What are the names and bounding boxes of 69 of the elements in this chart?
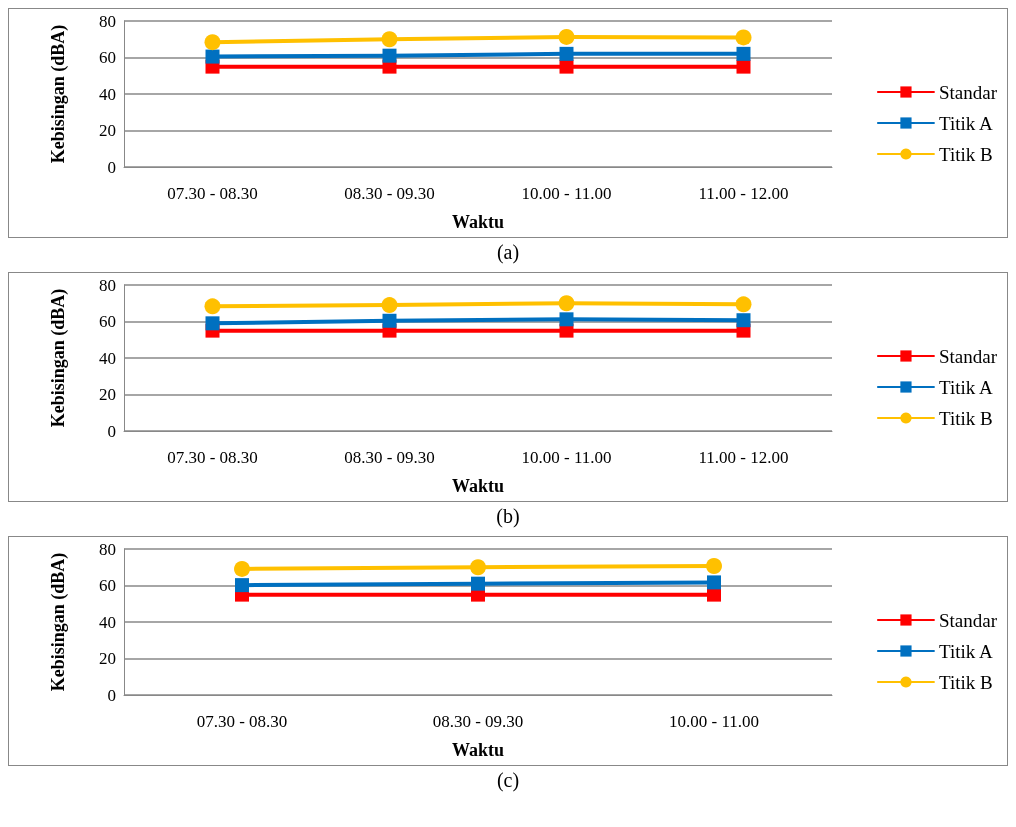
point	[381, 31, 398, 48]
point	[382, 48, 397, 63]
point	[381, 297, 398, 314]
point	[706, 557, 722, 574]
point	[204, 298, 221, 315]
point	[471, 576, 485, 591]
point	[205, 316, 220, 331]
y-tick-label: 60	[99, 48, 116, 67]
x-tick-label: 08.30 - 09.30	[344, 448, 435, 467]
legend-label: Standar	[938, 345, 998, 367]
point	[234, 560, 250, 577]
y-tick-label: 40	[99, 612, 116, 632]
point	[707, 587, 721, 602]
point	[736, 46, 751, 61]
point	[204, 34, 221, 51]
point	[205, 49, 220, 64]
legend-label: Standar	[938, 81, 998, 103]
x-tick-label: 07.30 - 08.30	[196, 712, 288, 731]
text: (a)	[495, 240, 521, 266]
y-tick-label: 0	[107, 421, 116, 441]
text: (c)	[495, 768, 521, 794]
legend-label: Titik A	[938, 112, 993, 134]
y-tick-label: 0	[107, 685, 116, 705]
x-tick-label: 08.30 - 09.30	[344, 184, 435, 203]
y-tick-label: 80	[99, 11, 116, 31]
legend-label: Titik B	[938, 671, 993, 693]
x-tick-label: 07.30 - 08.30	[167, 184, 258, 203]
y-axis-title: Kebisingan (dBA)	[48, 24, 69, 164]
point	[735, 296, 752, 313]
legend-label: Titik B	[938, 407, 993, 429]
point	[470, 559, 486, 576]
x-tick-label: 11.00 - 12.00	[698, 184, 789, 203]
point	[558, 295, 575, 312]
y-tick-label: 60	[99, 312, 116, 331]
point	[559, 46, 574, 61]
point	[235, 578, 249, 593]
x-axis-title: Waktu	[451, 740, 505, 760]
point	[558, 28, 575, 45]
point	[736, 313, 751, 328]
y-tick-label: 80	[99, 275, 116, 295]
y-tick-label: 80	[99, 539, 116, 559]
legend-label: Titik A	[938, 640, 993, 662]
y-tick-label: 20	[99, 385, 116, 404]
x-tick-label: 10.00 - 11.00	[521, 184, 612, 203]
y-tick-label: 20	[99, 121, 116, 140]
point	[735, 29, 752, 46]
y-tick-label: 40	[99, 348, 116, 368]
y-tick-label: 0	[107, 157, 116, 177]
x-tick-label: 08.30 - 09.30	[432, 712, 524, 731]
legend-label: Titik A	[938, 376, 993, 398]
point	[559, 59, 574, 74]
y-axis-title: Kebisingan (dBA)	[48, 552, 69, 692]
y-tick-label: 20	[99, 649, 116, 668]
x-tick-label: 07.30 - 08.30	[167, 448, 258, 467]
x-tick-label: 10.00 - 11.00	[668, 712, 760, 731]
text: (b)	[495, 504, 521, 529]
x-tick-label: 10.00 - 11.00	[521, 448, 612, 467]
point	[382, 313, 397, 328]
point	[736, 59, 751, 74]
x-axis-title: Waktu	[451, 212, 505, 232]
x-tick-label: 11.00 - 12.00	[698, 448, 789, 467]
x-axis-title: Waktu	[451, 476, 505, 496]
legend-label: Standar	[938, 609, 998, 631]
point	[707, 575, 721, 590]
y-tick-label: 60	[99, 576, 116, 595]
legend-label: Titik B	[938, 143, 993, 165]
y-tick-label: 40	[99, 84, 116, 104]
point	[559, 312, 574, 327]
y-axis-title: Kebisingan (dBA)	[48, 288, 69, 428]
